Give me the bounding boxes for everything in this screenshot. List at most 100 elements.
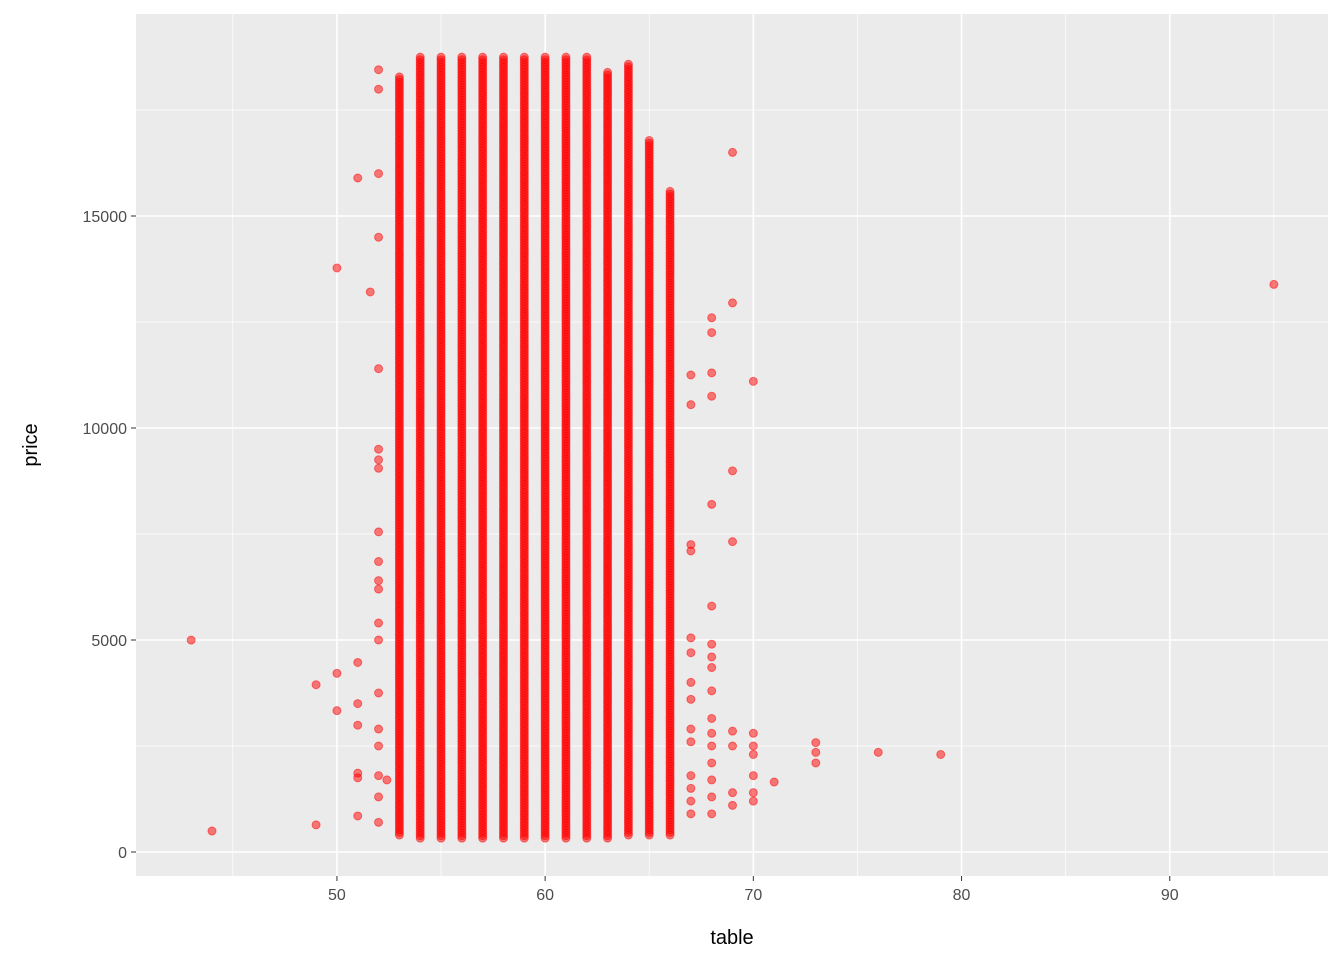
data-point — [707, 368, 717, 378]
data-point — [374, 741, 384, 751]
data-point — [374, 527, 384, 537]
data-point — [686, 370, 696, 380]
data-point — [811, 747, 821, 757]
data-point — [374, 364, 384, 374]
data-point — [374, 771, 384, 781]
data-point — [707, 663, 717, 673]
data-point — [561, 52, 571, 62]
data-point — [707, 792, 717, 802]
data-point — [353, 720, 363, 730]
data-point — [353, 173, 363, 183]
data-point — [748, 771, 758, 781]
data-point — [686, 796, 696, 806]
data-point — [811, 758, 821, 768]
data-point — [873, 747, 883, 757]
x-axis-title: table — [710, 927, 753, 949]
data-point — [457, 52, 467, 62]
data-point — [332, 263, 342, 273]
data-point — [686, 724, 696, 734]
data-point — [374, 169, 384, 179]
data-point — [748, 728, 758, 738]
data-point — [707, 391, 717, 401]
data-point — [811, 738, 821, 748]
data-point — [519, 52, 529, 62]
data-point — [707, 713, 717, 723]
data-point — [353, 657, 363, 667]
data-point — [707, 686, 717, 696]
data-point — [728, 147, 738, 157]
x-tick-label: 80 — [953, 887, 971, 904]
data-point — [707, 313, 717, 323]
data-point — [374, 463, 384, 473]
data-point — [374, 455, 384, 465]
data-point — [332, 668, 342, 678]
data-point — [365, 287, 375, 297]
data-point — [748, 796, 758, 806]
data-point — [311, 680, 321, 690]
data-point — [728, 800, 738, 810]
data-point — [686, 694, 696, 704]
data-point — [728, 298, 738, 308]
x-tick-label: 70 — [744, 887, 762, 904]
data-point — [353, 811, 363, 821]
data-point — [311, 820, 321, 830]
data-point — [436, 52, 446, 62]
data-point — [353, 773, 363, 783]
data-point — [374, 65, 384, 75]
data-point — [1269, 279, 1279, 289]
data-point — [644, 136, 654, 146]
data-point — [707, 328, 717, 338]
data-point — [707, 809, 717, 819]
data-point — [623, 59, 633, 69]
data-point — [498, 52, 508, 62]
y-axis-title: price — [20, 423, 42, 466]
x-tick-label: 90 — [1161, 887, 1179, 904]
data-point — [728, 537, 738, 547]
data-point — [707, 741, 717, 751]
data-point — [936, 749, 946, 759]
data-point — [582, 52, 592, 62]
y-tick-label: 5000 — [91, 633, 127, 650]
data-point — [207, 826, 217, 836]
data-point — [728, 788, 738, 798]
data-point — [374, 618, 384, 628]
y-tick-label: 0 — [118, 845, 127, 862]
data-point — [748, 749, 758, 759]
data-point — [769, 777, 779, 787]
data-point — [686, 546, 696, 556]
data-point — [374, 557, 384, 567]
points — [186, 52, 1279, 843]
data-point — [186, 635, 196, 645]
data-point — [728, 726, 738, 736]
data-point — [707, 758, 717, 768]
y-tick-label: 10000 — [83, 421, 128, 438]
x-tick-label: 60 — [536, 887, 554, 904]
data-point — [332, 706, 342, 716]
x-tick-label: 50 — [328, 887, 346, 904]
data-point — [540, 52, 550, 62]
data-point — [748, 376, 758, 386]
data-point — [374, 232, 384, 242]
data-point — [728, 466, 738, 476]
data-point — [686, 771, 696, 781]
data-point — [748, 741, 758, 751]
data-point — [707, 652, 717, 662]
data-point — [394, 72, 404, 82]
data-point — [728, 741, 738, 751]
data-point — [665, 186, 675, 196]
data-point — [374, 84, 384, 94]
data-point — [707, 775, 717, 785]
data-point — [686, 677, 696, 687]
data-point — [686, 737, 696, 747]
data-point — [686, 648, 696, 658]
data-point — [748, 788, 758, 798]
data-point — [707, 601, 717, 611]
data-point — [353, 699, 363, 709]
data-point — [415, 52, 425, 62]
data-point — [374, 444, 384, 454]
data-point — [374, 817, 384, 827]
data-point — [478, 52, 488, 62]
data-point — [686, 809, 696, 819]
data-point — [374, 792, 384, 802]
